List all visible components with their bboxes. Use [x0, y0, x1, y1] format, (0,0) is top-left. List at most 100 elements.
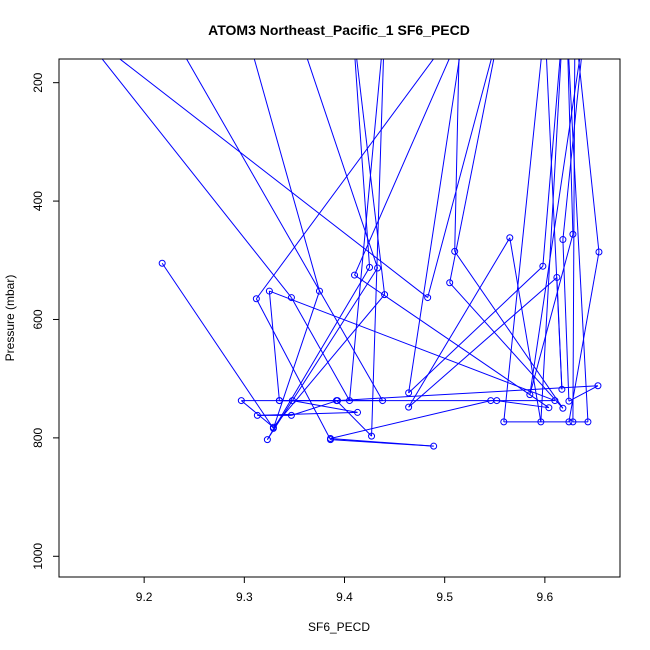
data-point	[572, 20, 578, 26]
data-point	[560, 20, 566, 26]
series-line-segment	[161, 262, 274, 429]
y-axis: 200 400 600 800 1000	[31, 72, 59, 570]
series-line-segment	[336, 400, 372, 437]
plot-area-border	[58, 58, 621, 578]
series-line-segment	[185, 59, 384, 401]
data-point	[368, 432, 376, 440]
series-line-segment	[578, 59, 600, 253]
data-point	[263, 436, 271, 444]
series-line-segment	[449, 282, 564, 409]
data-point	[287, 411, 295, 419]
data-point	[558, 385, 566, 393]
series-line-segment	[306, 59, 379, 269]
series-line-segment	[503, 59, 542, 422]
data-point	[430, 442, 438, 450]
data-point	[158, 259, 166, 267]
data-point	[253, 411, 261, 419]
data-point	[381, 291, 389, 299]
series-line-segment	[255, 298, 331, 440]
series-line-segment	[540, 59, 562, 422]
series-line-segment	[119, 59, 428, 298]
y-axis-label: Pressure (mbar)	[3, 275, 17, 362]
series-line-segment	[349, 59, 382, 401]
series-line-segment	[272, 290, 320, 429]
data-point	[315, 287, 323, 295]
series-line-segment	[330, 400, 491, 439]
series-line-segment	[572, 59, 576, 422]
series-line-segment	[568, 385, 599, 402]
data-point	[332, 397, 340, 405]
data-point	[71, 20, 77, 26]
x-axis-label: SF6_PECD	[308, 620, 370, 634]
data-point	[351, 271, 359, 279]
series-line-segment	[496, 400, 549, 409]
data-point	[379, 397, 387, 405]
series-line-segment	[330, 437, 434, 447]
series-line-segment	[101, 59, 292, 298]
data-point	[545, 404, 553, 412]
data-layer	[71, 20, 603, 450]
data-point	[565, 418, 573, 426]
data-point	[500, 418, 508, 426]
y-tick-label: 600	[31, 309, 45, 329]
series-line-segment	[266, 267, 370, 440]
series-line-segment	[509, 237, 542, 422]
series-line-segment	[268, 291, 280, 401]
series-line-segment	[454, 59, 460, 252]
series-line-segment	[408, 237, 511, 408]
data-point	[374, 264, 382, 272]
data-point	[582, 20, 588, 26]
y-tick-label: 400	[31, 191, 45, 211]
data-point	[424, 294, 432, 302]
data-point	[506, 234, 514, 242]
series-line-segment	[272, 294, 385, 428]
y-tick-label: 200	[31, 72, 45, 92]
data-point	[288, 397, 296, 405]
data-point	[405, 403, 413, 411]
series-line-segment	[255, 59, 435, 300]
series-line-segment	[371, 59, 384, 437]
data-point	[537, 418, 545, 426]
data-point	[163, 20, 169, 26]
data-point	[252, 295, 260, 303]
series-line-segment	[449, 59, 495, 283]
series-line-segment	[356, 59, 386, 295]
series-line-segment	[529, 234, 574, 395]
series-line-segment	[292, 400, 358, 413]
series-line-segment	[253, 59, 320, 292]
x-tick-label: 9.6	[537, 590, 554, 604]
data-point	[542, 20, 548, 26]
data-point	[526, 391, 534, 399]
data-point	[551, 397, 559, 405]
chart-title: ATOM3 Northeast_Pacific_1 SF6_PECD	[208, 22, 470, 38]
series-line-segment	[290, 297, 350, 401]
series-line-segment	[562, 239, 570, 402]
series-line-segment	[546, 59, 563, 390]
data-point	[553, 273, 561, 281]
data-point	[487, 397, 495, 405]
data-point	[539, 262, 547, 270]
y-tick-label: 800	[31, 428, 45, 448]
x-axis: 9.2 9.3 9.4 9.5 9.6	[136, 577, 554, 604]
x-tick-label: 9.5	[436, 590, 453, 604]
data-point	[346, 397, 354, 405]
data-point	[569, 418, 577, 426]
data-point	[237, 397, 245, 405]
data-point	[595, 248, 603, 256]
series-line-segment	[529, 59, 581, 395]
data-point	[559, 404, 567, 412]
data-point	[265, 287, 273, 295]
series-line-segment	[408, 59, 460, 393]
series-line-segment	[427, 59, 492, 298]
series-line-segment	[567, 59, 574, 235]
data-point	[565, 397, 573, 405]
series-line-segment	[354, 59, 371, 268]
series-line-segment	[568, 59, 589, 422]
x-tick-label: 9.3	[236, 590, 253, 604]
x-tick-label: 9.4	[336, 590, 353, 604]
y-tick-label: 1000	[31, 543, 45, 570]
series-line-segment	[542, 59, 561, 267]
data-point	[569, 230, 577, 238]
x-tick-label: 9.2	[136, 590, 153, 604]
